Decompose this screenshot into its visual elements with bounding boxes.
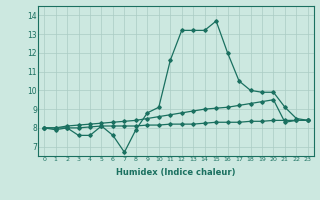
X-axis label: Humidex (Indice chaleur): Humidex (Indice chaleur) bbox=[116, 168, 236, 177]
